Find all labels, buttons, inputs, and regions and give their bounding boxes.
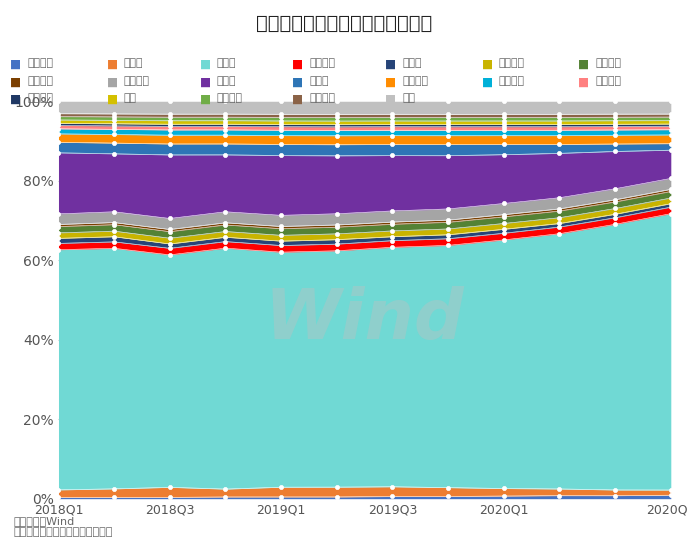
Text: 水利环境: 水利环境 [595,76,621,85]
Text: ■: ■ [10,76,21,89]
Text: ■: ■ [482,76,493,89]
Text: ■: ■ [385,58,396,71]
Text: 综合: 综合 [402,93,416,103]
Text: 居民服务: 居民服务 [28,93,54,103]
Text: ■: ■ [578,58,589,71]
Text: 金融业: 金融业 [217,76,236,85]
Text: 注：按证监会一级行业分类统计。: 注：按证监会一级行业分类统计。 [14,527,113,537]
Text: 数据来源：Wind: 数据来源：Wind [14,516,75,526]
Text: ■: ■ [107,93,118,106]
Text: ■: ■ [292,76,303,89]
Text: 租赁商务: 租赁商务 [402,76,429,85]
Text: ■: ■ [10,93,21,106]
Text: 制造业: 制造业 [217,58,236,67]
Text: 批发零售: 批发零售 [499,58,525,67]
Text: ■: ■ [107,76,118,89]
Text: ■: ■ [200,93,211,106]
Text: ■: ■ [385,76,396,89]
Text: ■: ■ [200,58,211,71]
Text: 科研技术: 科研技术 [499,76,525,85]
Text: 住宿餐饮: 住宿餐饮 [28,76,54,85]
Text: ■: ■ [200,76,211,89]
Text: 近三年公募基金股票持仓行业分布: 近三年公募基金股票持仓行业分布 [256,14,432,33]
Text: 建筑业: 建筑业 [402,58,422,67]
Text: ■: ■ [578,76,589,89]
Text: Wind: Wind [265,287,464,353]
Text: 教育: 教育 [124,93,137,103]
Text: ■: ■ [107,58,118,71]
Text: 交运仓储: 交运仓储 [595,58,621,67]
Text: 农林牧渔: 农林牧渔 [28,58,54,67]
Text: ■: ■ [292,93,303,106]
Text: ■: ■ [482,58,493,71]
Text: 采矿业: 采矿业 [124,58,143,67]
Text: 房地产: 房地产 [310,76,329,85]
Text: ■: ■ [10,58,21,71]
Text: 卫生社会: 卫生社会 [217,93,243,103]
Text: ■: ■ [385,93,396,106]
Text: 水电煤气: 水电煤气 [310,58,336,67]
Text: 文化体育: 文化体育 [310,93,336,103]
Text: 信息技术: 信息技术 [124,76,150,85]
Text: ■: ■ [292,58,303,71]
